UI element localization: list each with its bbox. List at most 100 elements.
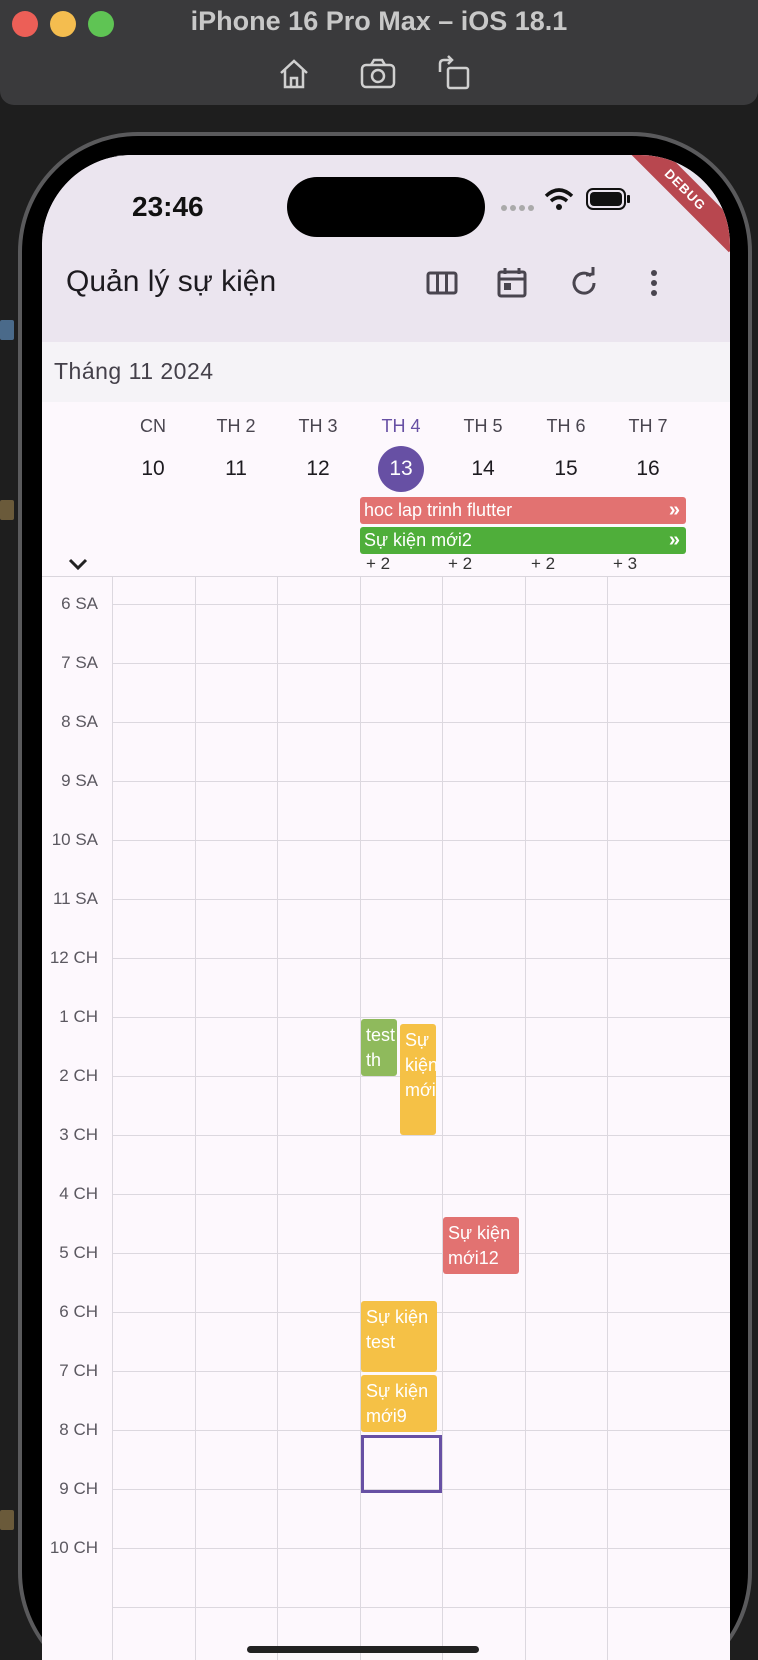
allday-event[interactable]: Sự kiện mới2 » — [360, 527, 686, 554]
grid-hour-line — [112, 840, 730, 841]
more-events-count[interactable]: + 2 — [531, 554, 556, 573]
allday-event[interactable]: hoc lap trinh flutter » — [360, 497, 686, 524]
day-of-week-label: TH 5 — [463, 416, 503, 436]
hour-label: 11 SA — [52, 889, 98, 908]
selected-time-slot[interactable] — [361, 1435, 442, 1493]
event-title: Sự kiện mới12 — [448, 1223, 511, 1268]
refresh-icon[interactable] — [564, 263, 604, 303]
hour-label: 8 SA — [61, 712, 98, 731]
hour-label: 1 CH — [59, 1007, 98, 1026]
grid-hour-line — [112, 958, 730, 959]
calendar-icon[interactable] — [492, 263, 532, 303]
rotate-icon[interactable] — [434, 54, 474, 94]
close-window-button[interactable] — [12, 11, 38, 37]
event-block[interactable]: Sự kiện mới9 — [361, 1375, 437, 1432]
day-of-week-label-today: TH 4 — [381, 416, 421, 436]
status-time: 23:46 — [132, 191, 204, 222]
day-of-week-label: TH 3 — [298, 416, 338, 436]
home-icon[interactable] — [274, 54, 314, 94]
event-title: test th — [366, 1025, 396, 1070]
hour-label: 6 CH — [59, 1302, 98, 1321]
event-title: Sự kiện mới9 — [366, 1381, 429, 1426]
day-of-week-label: TH 7 — [628, 416, 668, 436]
editor-background — [0, 1510, 14, 1530]
debug-banner: DEBUG — [622, 155, 730, 253]
day-of-week-label: CN — [140, 416, 166, 436]
time-grid[interactable]: 6 SA 7 SA 8 SA 9 SA 10 SA 11 SA 12 CH 1 … — [42, 577, 730, 1660]
day-number-today[interactable]: 13 — [360, 446, 442, 492]
day-number[interactable]: 15 — [554, 457, 578, 480]
phone-screen: 23:46 DEBUG Quản lý sự kiện Tháng 11 202… — [42, 155, 730, 1660]
grid-hour-line — [112, 1548, 730, 1549]
event-block[interactable]: Sự kiện mới — [400, 1024, 436, 1135]
hour-label: 3 CH — [59, 1125, 98, 1144]
grid-hour-line — [112, 899, 730, 900]
cellular-icon — [501, 205, 534, 211]
grid-column-line — [360, 577, 361, 1660]
battery-icon — [586, 188, 630, 210]
grid-hour-line — [112, 722, 730, 723]
hour-label: 9 SA — [61, 771, 98, 790]
minimize-window-button[interactable] — [50, 11, 76, 37]
day-of-week-label: TH 2 — [216, 416, 256, 436]
app-title: Quản lý sự kiện — [66, 265, 277, 298]
month-label: Tháng 11 2024 — [54, 358, 214, 384]
day-of-week-label: TH 6 — [546, 416, 586, 436]
grid-hour-line — [112, 1489, 730, 1490]
day-number[interactable]: 12 — [306, 457, 330, 480]
simulator-title: iPhone 16 Pro Max – iOS 18.1 — [190, 6, 568, 36]
week-view-icon[interactable] — [422, 263, 462, 303]
day-number[interactable]: 11 — [225, 457, 247, 480]
event-block[interactable]: Sự kiện test — [361, 1301, 437, 1372]
editor-background — [0, 320, 14, 340]
grid-column-line — [442, 577, 443, 1660]
month-header[interactable]: Tháng 11 2024 — [42, 342, 730, 402]
event-block[interactable]: Sự kiện mới12 — [443, 1217, 519, 1274]
grid-hour-line — [112, 1253, 730, 1254]
more-events-count[interactable]: + 3 — [613, 554, 638, 573]
week-header: CN TH 2 TH 3 TH 4 TH 5 TH 6 TH 7 10 11 1… — [42, 402, 730, 577]
allday-event-title: hoc lap trinh flutter — [364, 500, 513, 520]
hour-label: 6 SA — [61, 594, 98, 613]
allday-event-title: Sự kiện mới2 — [364, 530, 472, 550]
grid-column-line — [525, 577, 526, 1660]
today-indicator: 13 — [378, 446, 424, 492]
status-bar: 23:46 DEBUG — [42, 155, 730, 255]
hour-label: 10 CH — [49, 1538, 98, 1557]
editor-background — [0, 500, 14, 520]
event-title: Sự kiện test — [366, 1307, 429, 1352]
grid-column-line — [277, 577, 278, 1660]
grid-hour-line — [112, 1194, 730, 1195]
grid-hour-line — [112, 663, 730, 664]
wifi-icon — [544, 188, 574, 210]
day-number[interactable]: 10 — [141, 457, 165, 480]
home-indicator[interactable] — [247, 1646, 479, 1653]
simulator-toolbar: iPhone 16 Pro Max – iOS 18.1 — [0, 0, 758, 105]
hour-label: 9 CH — [59, 1479, 98, 1498]
hour-label: 4 CH — [59, 1184, 98, 1203]
grid-hour-line — [112, 1017, 730, 1018]
chevron-down-icon[interactable] — [64, 550, 92, 578]
hour-label: 10 SA — [51, 830, 98, 849]
grid-hour-line — [112, 781, 730, 782]
hour-label: 12 CH — [49, 948, 98, 967]
grid-hour-line — [112, 604, 730, 605]
day-number[interactable]: 16 — [636, 457, 660, 480]
day-number[interactable]: 14 — [471, 457, 495, 480]
event-block[interactable]: test th — [361, 1019, 397, 1076]
hour-label: 7 SA — [61, 653, 98, 672]
grid-column-line — [607, 577, 608, 1660]
zoom-window-button[interactable] — [88, 11, 114, 37]
double-chevron-right-icon: » — [668, 529, 680, 551]
more-events-count[interactable]: + 2 — [366, 554, 391, 573]
hour-label: 8 CH — [59, 1420, 98, 1439]
grid-hour-line — [112, 1607, 730, 1608]
more-events-count[interactable]: + 2 — [448, 554, 473, 573]
screenshot-icon[interactable] — [358, 54, 398, 94]
double-chevron-right-icon: » — [668, 499, 680, 521]
app-bar: Quản lý sự kiện — [42, 255, 730, 342]
more-vert-icon[interactable] — [634, 263, 674, 303]
grid-hour-line — [112, 1135, 730, 1136]
hour-label: 5 CH — [59, 1243, 98, 1262]
hour-label: 7 CH — [59, 1361, 98, 1380]
